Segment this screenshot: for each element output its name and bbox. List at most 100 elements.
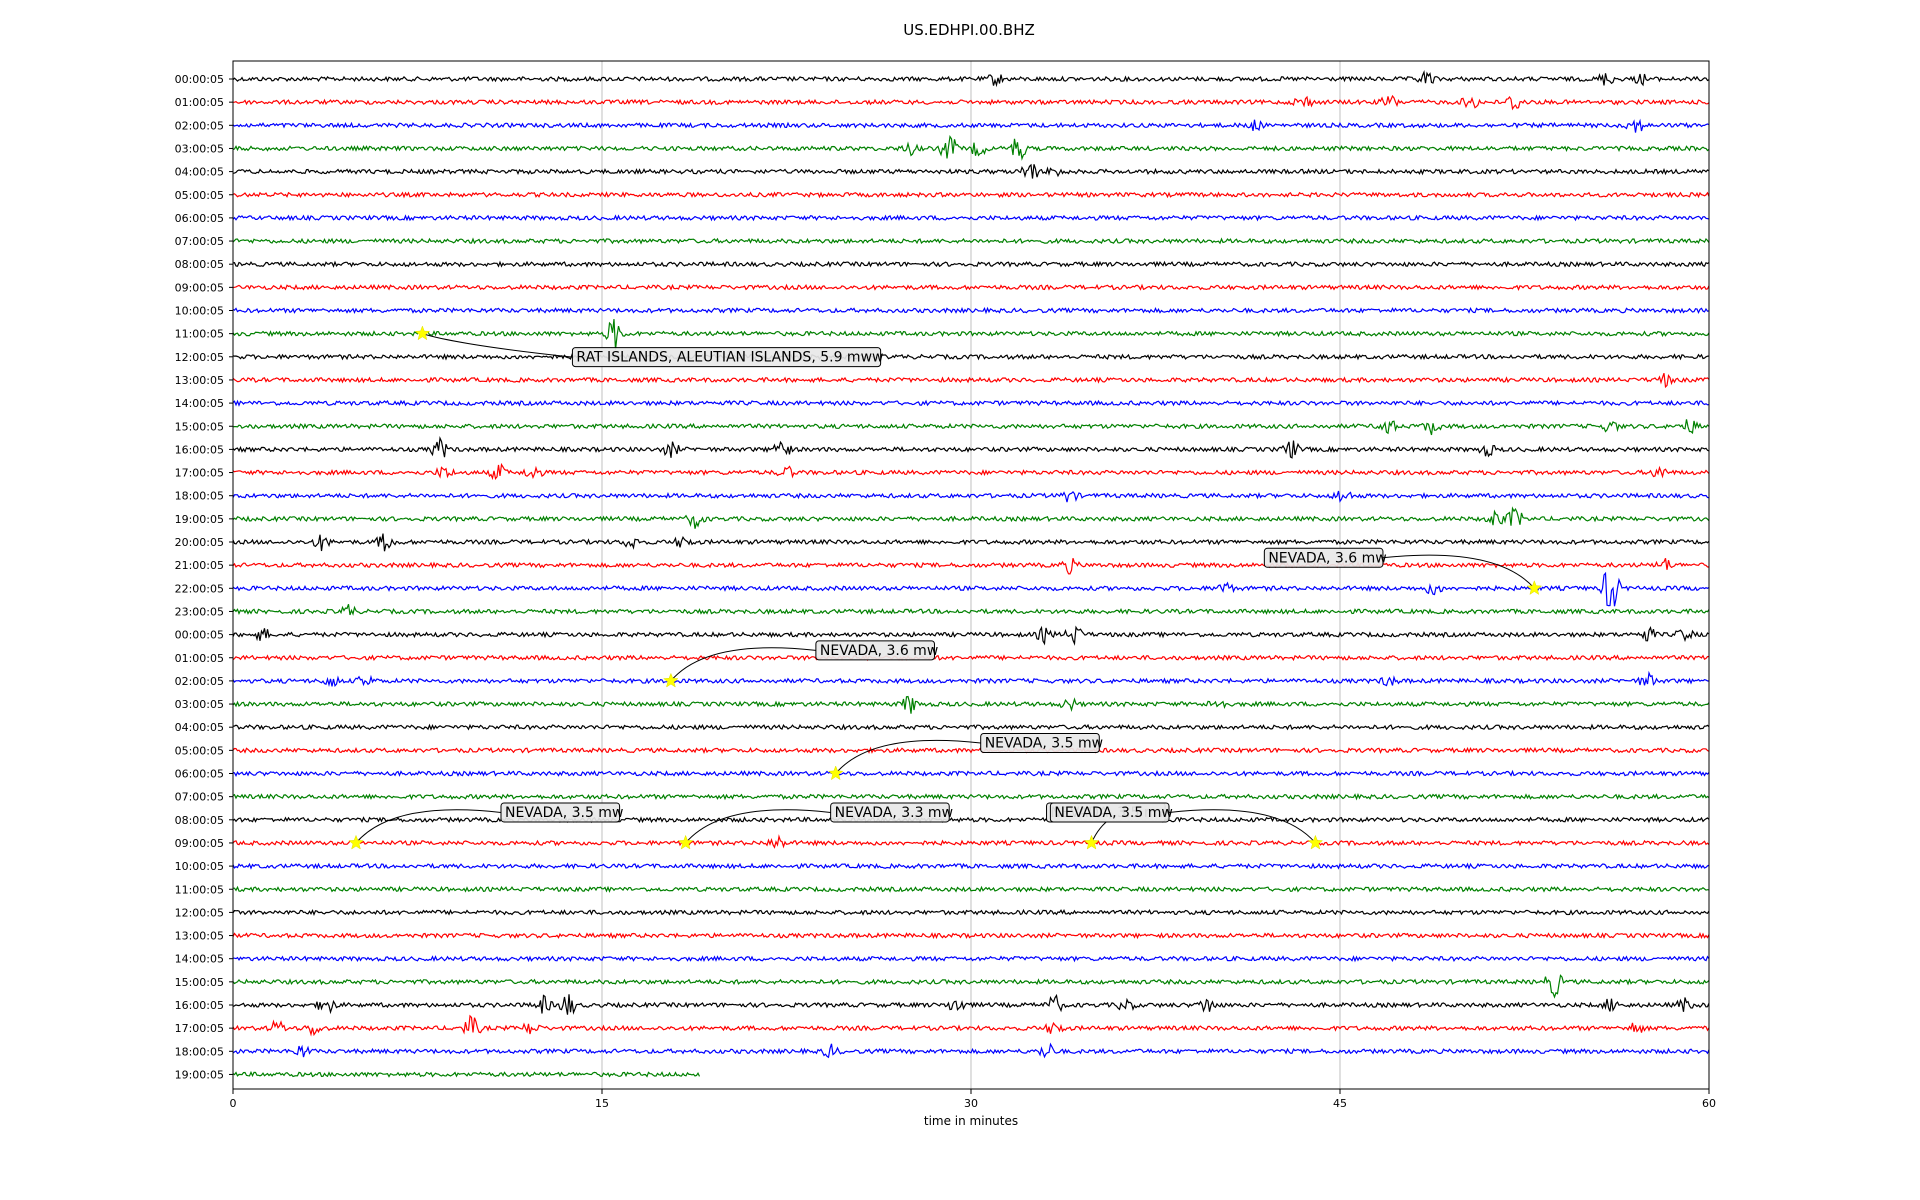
row-time-label: 02:00:05 [175, 119, 224, 132]
x-tick-label: 45 [1333, 1097, 1347, 1110]
row-time-label: 06:00:05 [175, 212, 224, 225]
annotation-box [815, 640, 935, 661]
trace-line [232, 373, 1710, 389]
annotation-label: NEVADA, 3.6 mw [1268, 550, 1386, 566]
trace-line [232, 625, 1710, 646]
trace-line [232, 993, 1710, 1015]
row-time-label: 09:00:05 [175, 837, 224, 850]
x-tick-label: 30 [964, 1097, 978, 1110]
x-tick-label: 15 [595, 1097, 609, 1110]
row-time-label: 16:00:05 [175, 999, 224, 1012]
trace-lines [232, 70, 1710, 1078]
trace-line [232, 1070, 701, 1078]
event-star-marker [827, 765, 844, 781]
row-time-label: 19:00:05 [175, 1068, 224, 1081]
trace-line [232, 163, 1710, 179]
row-time-label: 15:00:05 [175, 420, 224, 433]
trace-line [232, 399, 1710, 407]
trace-line [232, 816, 1710, 824]
row-time-label: 03:00:05 [175, 142, 224, 155]
trace-line [232, 931, 1710, 940]
annotation-box [500, 802, 621, 823]
trace-line [232, 419, 1710, 436]
row-time-label: 04:00:05 [175, 166, 224, 179]
trace-line [232, 319, 1710, 350]
row-time-label: 00:00:05 [175, 629, 224, 642]
annotation-box [571, 347, 882, 368]
row-time-label: 02:00:05 [175, 675, 224, 688]
trace-line [232, 604, 1710, 616]
trace-line [232, 306, 1710, 315]
trace-line [232, 862, 1710, 870]
row-time-label: 07:00:05 [175, 791, 224, 804]
annotation-label: NEVADA, 3.3 mw [835, 805, 953, 821]
row-time-label: 14:00:05 [175, 953, 224, 966]
trace-line [232, 834, 1710, 849]
row-time-label: 14:00:05 [175, 397, 224, 410]
annotation-connector [835, 739, 981, 774]
trace-line [232, 746, 1710, 754]
chart-title: US.EDHPI.00.BHZ [903, 21, 1035, 39]
row-time-label: 16:00:05 [175, 443, 224, 456]
trace-line [232, 134, 1710, 161]
row-time-label: 08:00:05 [175, 258, 224, 271]
trace-line [232, 70, 1710, 88]
annotation-connector [422, 333, 573, 358]
trace-line [232, 654, 1710, 662]
row-time-label: 10:00:05 [175, 860, 224, 873]
plot-frame [232, 60, 1710, 1090]
trace-line [232, 723, 1710, 731]
trace-line [232, 94, 1710, 111]
trace-line [232, 506, 1710, 529]
annotation-label: RAT ISLANDS, ALEUTIAN ISLANDS, 5.9 mww [576, 350, 883, 366]
event-annotations: RAT ISLANDS, ALEUTIAN ISLANDS, 5.9 mww NE… [348, 325, 1543, 850]
event-star-marker [1526, 580, 1543, 595]
row-time-label: 08:00:05 [175, 814, 224, 827]
row-time-label: 11:00:05 [175, 883, 224, 896]
row-time-label: 00:00:05 [175, 73, 224, 86]
x-tick-label: 0 [230, 1097, 237, 1110]
trace-line [232, 557, 1710, 575]
trace-line [232, 955, 1710, 963]
row-time-label: 05:00:05 [175, 189, 224, 202]
event-star-marker [414, 325, 431, 341]
annotation-connector [670, 647, 816, 682]
trace-line [232, 353, 1710, 361]
trace-line [232, 118, 1710, 133]
trace-line [232, 792, 1710, 801]
trace-line [232, 974, 1710, 999]
x-axis-label: time in minutes [924, 1114, 1018, 1128]
row-time-label: 22:00:05 [175, 582, 224, 595]
vertical-gridlines [601, 61, 1341, 1089]
row-time-label: 06:00:05 [175, 768, 224, 781]
trace-line [232, 908, 1710, 917]
row-time-label: 18:00:05 [175, 490, 224, 503]
event-star-marker [663, 672, 679, 688]
event-star-marker [348, 834, 364, 850]
row-time-label: 15:00:05 [175, 976, 224, 989]
row-time-labels: 00:00:05 01:00:05 02:00:05 03:00:05 04:00:05… [175, 73, 233, 1081]
trace-line [232, 436, 1710, 459]
annotation-box [1049, 802, 1170, 823]
annotation-label: NEVADA, 3.5 mw [505, 805, 623, 821]
trace-line [232, 214, 1710, 222]
trace-line [232, 283, 1710, 291]
row-time-label: 12:00:05 [175, 351, 224, 364]
row-time-label: 13:00:05 [175, 930, 224, 943]
event-star-marker [1307, 834, 1324, 850]
annotation-label: NEVADA, 3.6 mw [820, 643, 938, 659]
trace-line [232, 695, 1710, 714]
annotation-box [830, 802, 950, 823]
row-time-label: 01:00:05 [175, 96, 224, 109]
row-time-label: 13:00:05 [175, 374, 224, 387]
row-time-label: 10:00:05 [175, 305, 224, 318]
trace-line [232, 670, 1710, 688]
trace-line [232, 260, 1710, 268]
row-time-label: 19:00:05 [175, 513, 224, 526]
row-time-label: 18:00:05 [175, 1045, 224, 1058]
trace-line [232, 237, 1710, 245]
row-time-label: 20:00:05 [175, 536, 224, 549]
trace-line [232, 191, 1710, 199]
annotation-box [980, 733, 1100, 753]
